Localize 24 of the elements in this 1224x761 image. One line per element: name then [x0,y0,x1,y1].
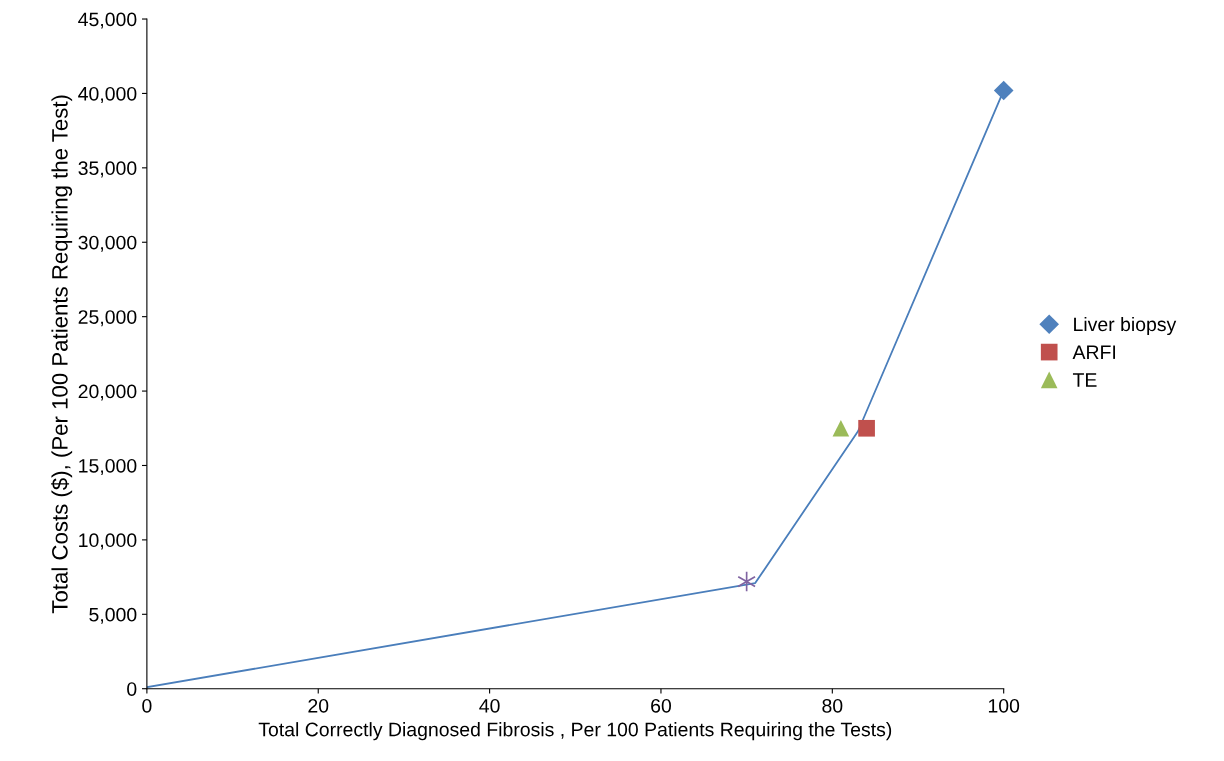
x-tick-label: 100 [988,698,1020,713]
legend-label: TE [1072,373,1097,387]
y-tick-label: 10,000 [79,533,137,550]
y-tick-label: 15,000 [79,458,137,476]
y-tick-label: 35,000 [78,161,137,178]
point [858,419,875,437]
x-axis-title: Total Correctly Diagnosed Fibrosis , Per 100 Patients Requiring the Tests) [258,722,892,741]
y-tick-label: 45,000 [78,12,137,29]
point [832,419,850,437]
x-tick-label: 0 [142,698,152,713]
x-tick-label: 60 [651,698,672,713]
y-tick-label: 20,000 [78,384,137,401]
x-tick-label: 80 [822,698,843,713]
y-tick-label: 40,000 [78,86,137,103]
y-tick-label: 0 [127,682,137,696]
legend-label: Liver biopsy [1074,316,1177,336]
x-tick-label: 20 [308,698,329,713]
y-tick-label: 5,000 [89,607,137,624]
y-axis-title: Total Costs ($), (Per 100 Patients Requiring the Test) [51,95,73,614]
x-tick-label: 40 [479,698,500,713]
point [993,80,1014,101]
y-tick-label: 25,000 [78,310,137,327]
y-tick-label: 30,000 [78,235,137,252]
legend-label: ARFI [1072,345,1116,359]
